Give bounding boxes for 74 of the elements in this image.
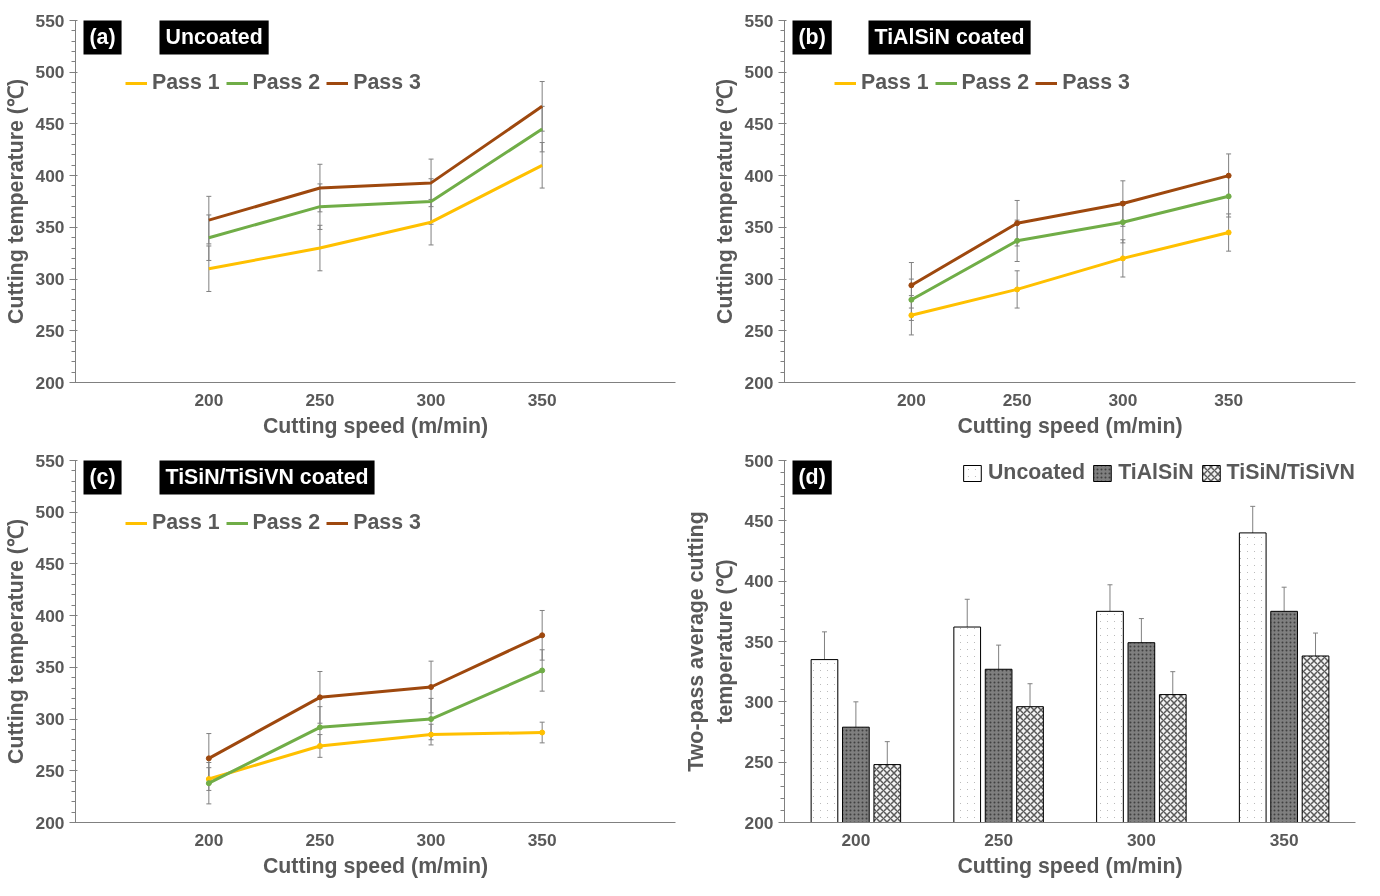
y-tick-label: 400 — [35, 605, 65, 626]
x-tick-label: 250 — [984, 829, 1014, 850]
y-tick-label: 200 — [35, 372, 65, 393]
legend-label: Pass 3 — [353, 70, 421, 95]
y-tick-label: 250 — [35, 760, 65, 781]
x-tick-label: 300 — [416, 389, 446, 410]
legend-label: Pass 2 — [252, 70, 321, 95]
x-tick-label: 350 — [527, 829, 557, 850]
x-tick-label: 250 — [305, 829, 335, 850]
chart-subtitle: TiSiN/TiSiVN coated — [165, 464, 369, 489]
y-tick-label: 350 — [35, 217, 65, 238]
x-tick-label: 350 — [1269, 829, 1299, 850]
chart-title: (a) — [89, 24, 116, 49]
y-axis-title: Cutting temperature (℃) — [712, 79, 737, 324]
y-tick-label: 200 — [35, 812, 65, 833]
x-tick-label: 200 — [841, 829, 871, 850]
y-tick-label: 250 — [35, 320, 65, 341]
x-tick-label: 350 — [527, 389, 557, 410]
chart-subtitle: Uncoated — [165, 24, 263, 49]
chart-title: (b) — [798, 24, 826, 49]
chart-subtitle: TiAlSiN coated — [874, 24, 1025, 49]
y-tick-label: 500 — [35, 502, 65, 523]
y-tick-label: 550 — [744, 10, 774, 31]
y-tick-label: 300 — [744, 269, 774, 290]
y-tick-label: 400 — [35, 165, 65, 186]
x-tick-label: 250 — [1002, 389, 1032, 410]
y-tick-label: 400 — [744, 165, 774, 186]
y-tick-label: 550 — [35, 450, 65, 471]
y-tick-label: 350 — [744, 631, 774, 652]
legend-label: Pass 2 — [961, 70, 1030, 95]
y-tick-label: 500 — [744, 62, 774, 83]
x-tick-label: 300 — [1126, 829, 1156, 850]
y-tick-label: 450 — [744, 510, 774, 531]
y-tick-label: 500 — [744, 450, 774, 471]
y-tick-label: 200 — [744, 812, 774, 833]
legend-label: Uncoated — [987, 460, 1086, 485]
y-tick-label: 450 — [35, 113, 65, 134]
chart-title: (d) — [798, 464, 826, 489]
x-axis-title: Cutting speed (m/min) — [262, 853, 489, 878]
legend-label: Pass 3 — [353, 510, 421, 535]
legend-label: Pass 2 — [252, 510, 321, 535]
x-tick-label: 250 — [305, 389, 335, 410]
legend-label: Pass 1 — [861, 70, 929, 95]
x-tick-label: 300 — [1108, 389, 1138, 410]
legend-label: TiAlSiN — [1118, 460, 1194, 485]
y-tick-label: 300 — [35, 269, 65, 290]
y-tick-label: 300 — [35, 709, 65, 730]
x-tick-label: 300 — [416, 829, 446, 850]
y-tick-label: 450 — [744, 113, 774, 134]
y-tick-label: 550 — [35, 10, 65, 31]
y-tick-label: 200 — [744, 372, 774, 393]
legend-label: Pass 1 — [152, 70, 220, 95]
x-tick-label: 200 — [194, 829, 224, 850]
y-tick-label: 300 — [744, 691, 774, 712]
x-tick-label: 200 — [896, 389, 926, 410]
y-tick-label: 350 — [744, 217, 774, 238]
y-axis-title: Cutting temperature (℃) — [3, 519, 28, 764]
chart-title: (c) — [89, 464, 116, 489]
y-axis-title: Two-pass average cutting temperature (℃) — [683, 511, 737, 772]
y-tick-label: 250 — [744, 752, 774, 773]
x-axis-title: Cutting speed (m/min) — [957, 853, 1183, 878]
legend-label: Pass 3 — [1062, 70, 1130, 95]
y-tick-label: 500 — [35, 62, 65, 83]
y-tick-label: 250 — [744, 320, 774, 341]
x-axis-title: Cutting speed (m/min) — [957, 413, 1183, 438]
legend-label: TiSiN/TiSiVN — [1226, 460, 1355, 485]
x-axis-title: Cutting speed (m/min) — [262, 413, 489, 438]
x-tick-label: 350 — [1214, 389, 1244, 410]
x-tick-label: 200 — [194, 389, 224, 410]
y-tick-label: 350 — [35, 657, 65, 678]
y-axis-title: Cutting temperature (℃) — [3, 79, 28, 324]
y-tick-label: 400 — [744, 571, 774, 592]
legend-label: Pass 1 — [152, 510, 220, 535]
y-tick-label: 450 — [35, 553, 65, 574]
